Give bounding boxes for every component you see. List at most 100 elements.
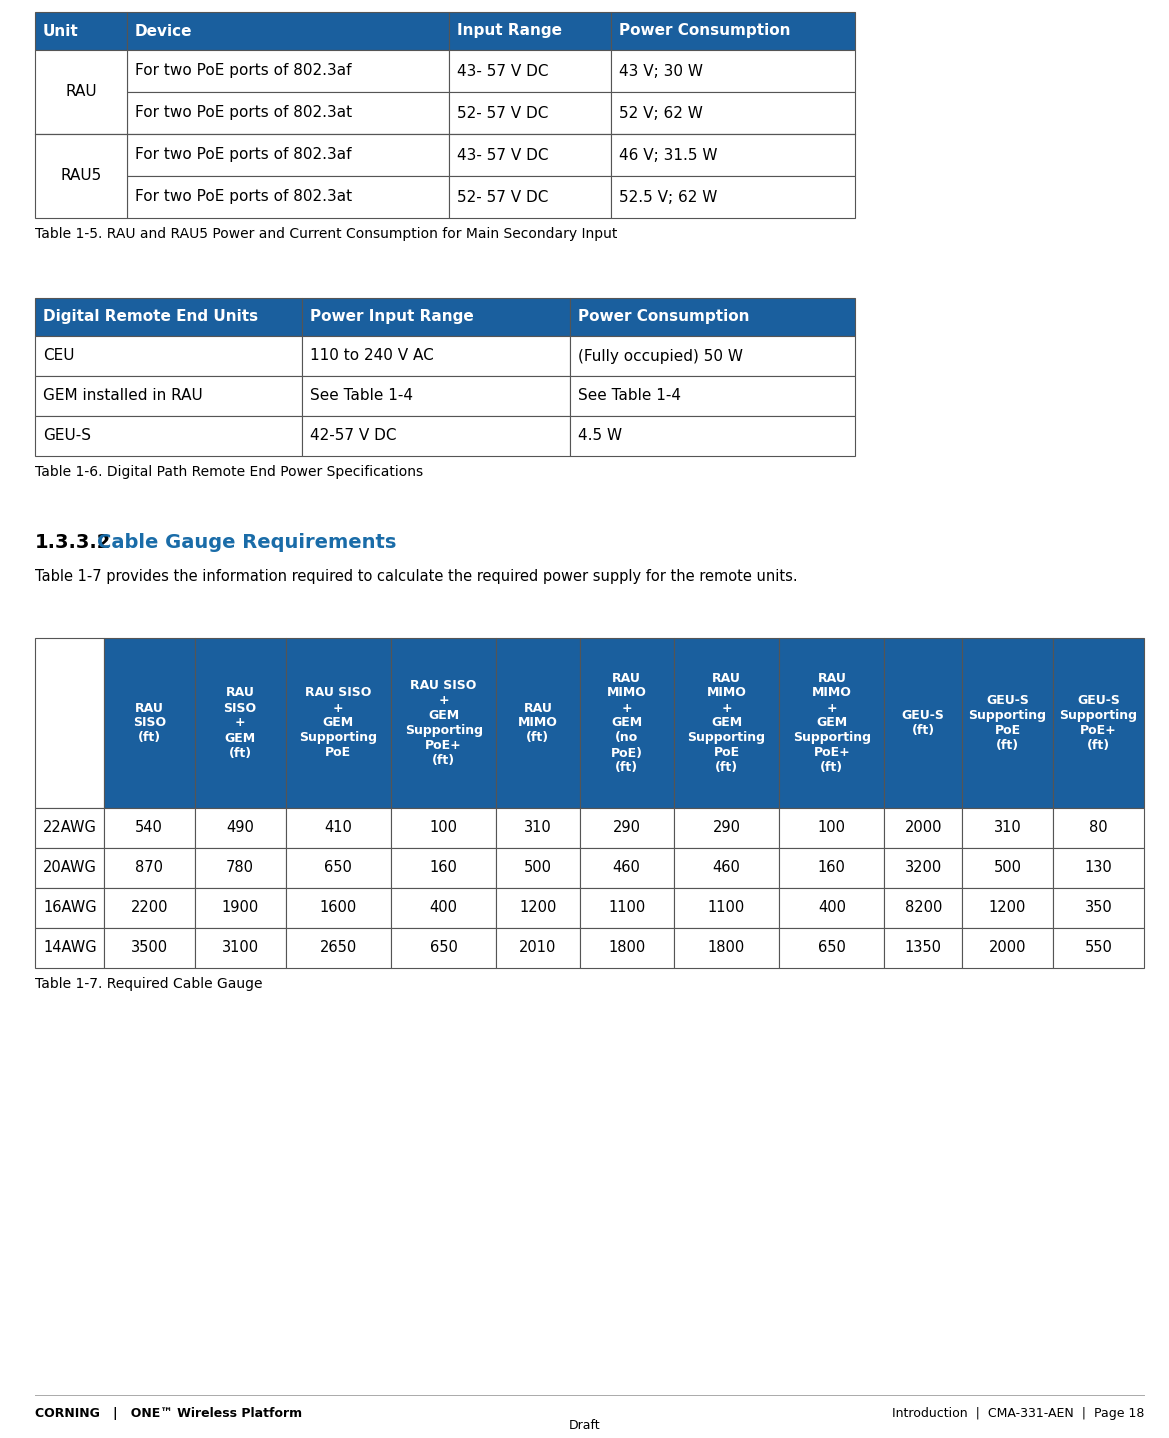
Text: 1800: 1800 <box>708 940 745 955</box>
Bar <box>285 848 390 889</box>
Bar <box>885 808 962 848</box>
Text: For two PoE ports of 802.3at: For two PoE ports of 802.3at <box>134 190 352 204</box>
Bar <box>569 336 855 375</box>
Text: Digital Remote End Units: Digital Remote End Units <box>43 309 258 325</box>
Bar <box>497 638 580 808</box>
Text: 500: 500 <box>994 860 1022 876</box>
Bar <box>497 848 580 889</box>
Text: 780: 780 <box>226 860 254 876</box>
Text: CORNING   |   ONE™ Wireless Platform: CORNING | ONE™ Wireless Platform <box>35 1406 302 1419</box>
Text: 43- 57 V DC: 43- 57 V DC <box>457 63 548 79</box>
Text: 100: 100 <box>430 821 458 835</box>
Bar <box>303 416 569 456</box>
Bar <box>580 848 673 889</box>
Text: RAU
MIMO
+
GEM
Supporting
PoE
(ft): RAU MIMO + GEM Supporting PoE (ft) <box>687 672 766 775</box>
Text: 2000: 2000 <box>905 821 942 835</box>
Bar <box>497 808 580 848</box>
Bar <box>1053 889 1144 928</box>
Text: 52- 57 V DC: 52- 57 V DC <box>457 105 548 121</box>
Bar <box>35 928 104 968</box>
Bar <box>885 928 962 968</box>
Text: 650: 650 <box>430 940 457 955</box>
Bar <box>390 848 497 889</box>
Text: 100: 100 <box>818 821 846 835</box>
Text: CEU: CEU <box>43 348 75 364</box>
Bar <box>569 416 855 456</box>
Bar <box>390 889 497 928</box>
Bar <box>673 928 780 968</box>
Text: GEM installed in RAU: GEM installed in RAU <box>43 388 202 404</box>
Bar <box>285 889 390 928</box>
Text: 160: 160 <box>430 860 457 876</box>
Bar <box>780 808 885 848</box>
Bar <box>580 928 673 968</box>
Text: RAU5: RAU5 <box>61 168 102 184</box>
Bar <box>780 928 885 968</box>
Text: 20AWG: 20AWG <box>43 860 97 876</box>
Bar <box>104 638 195 808</box>
Text: 1200: 1200 <box>519 900 556 916</box>
Text: 3200: 3200 <box>905 860 942 876</box>
Text: 290: 290 <box>712 821 740 835</box>
Bar <box>580 638 673 808</box>
Bar <box>885 848 962 889</box>
Bar <box>673 889 780 928</box>
Text: 400: 400 <box>430 900 458 916</box>
Text: 52 V; 62 W: 52 V; 62 W <box>620 105 704 121</box>
Text: 160: 160 <box>818 860 845 876</box>
Text: 2650: 2650 <box>319 940 357 955</box>
Text: 310: 310 <box>524 821 552 835</box>
Text: 350: 350 <box>1085 900 1113 916</box>
Bar <box>127 92 449 134</box>
Bar <box>611 50 855 92</box>
Text: 1100: 1100 <box>708 900 745 916</box>
Bar <box>569 298 855 336</box>
Bar <box>390 928 497 968</box>
Bar <box>195 848 285 889</box>
Bar <box>195 638 285 808</box>
Text: 1350: 1350 <box>905 940 942 955</box>
Text: For two PoE ports of 802.3af: For two PoE ports of 802.3af <box>134 63 352 79</box>
Bar <box>35 134 127 219</box>
Text: 52.5 V; 62 W: 52.5 V; 62 W <box>620 190 718 204</box>
Bar <box>127 12 449 50</box>
Text: GEU-S
Supporting
PoE+
(ft): GEU-S Supporting PoE+ (ft) <box>1059 695 1137 752</box>
Text: 42-57 V DC: 42-57 V DC <box>310 429 396 443</box>
Bar <box>35 889 104 928</box>
Bar <box>127 175 449 219</box>
Bar <box>127 134 449 175</box>
Bar <box>580 808 673 848</box>
Text: 52- 57 V DC: 52- 57 V DC <box>457 190 548 204</box>
Bar <box>35 416 303 456</box>
Bar <box>35 12 127 50</box>
Bar <box>104 889 195 928</box>
Text: Table 1-6. Digital Path Remote End Power Specifications: Table 1-6. Digital Path Remote End Power… <box>35 464 423 479</box>
Text: 16AWG: 16AWG <box>43 900 97 916</box>
Text: (Fully occupied) 50 W: (Fully occupied) 50 W <box>577 348 742 364</box>
Bar <box>497 928 580 968</box>
Text: 14AWG: 14AWG <box>43 940 97 955</box>
Bar <box>780 848 885 889</box>
Bar <box>303 336 569 375</box>
Text: GEU-S
(ft): GEU-S (ft) <box>901 709 945 738</box>
Bar <box>673 848 780 889</box>
Text: 490: 490 <box>227 821 254 835</box>
Bar <box>35 848 104 889</box>
Bar <box>35 808 104 848</box>
Text: For two PoE ports of 802.3at: For two PoE ports of 802.3at <box>134 105 352 121</box>
Text: RAU SISO
+
GEM
Supporting
PoE: RAU SISO + GEM Supporting PoE <box>299 686 378 759</box>
Bar <box>195 928 285 968</box>
Bar <box>449 134 611 175</box>
Bar <box>35 375 303 416</box>
Text: Introduction  |  CMA-331-AEN  |  Page 18: Introduction | CMA-331-AEN | Page 18 <box>892 1406 1144 1419</box>
Bar <box>303 375 569 416</box>
Text: RAU
SISO
+
GEM
(ft): RAU SISO + GEM (ft) <box>223 686 257 759</box>
Text: 310: 310 <box>994 821 1022 835</box>
Text: 130: 130 <box>1085 860 1113 876</box>
Bar <box>673 638 780 808</box>
Text: GEU-S: GEU-S <box>43 429 91 443</box>
Bar <box>449 12 611 50</box>
Text: Table 1-5. RAU and RAU5 Power and Current Consumption for Main Secondary Input: Table 1-5. RAU and RAU5 Power and Curren… <box>35 227 617 242</box>
Bar <box>35 336 303 375</box>
Bar <box>497 889 580 928</box>
